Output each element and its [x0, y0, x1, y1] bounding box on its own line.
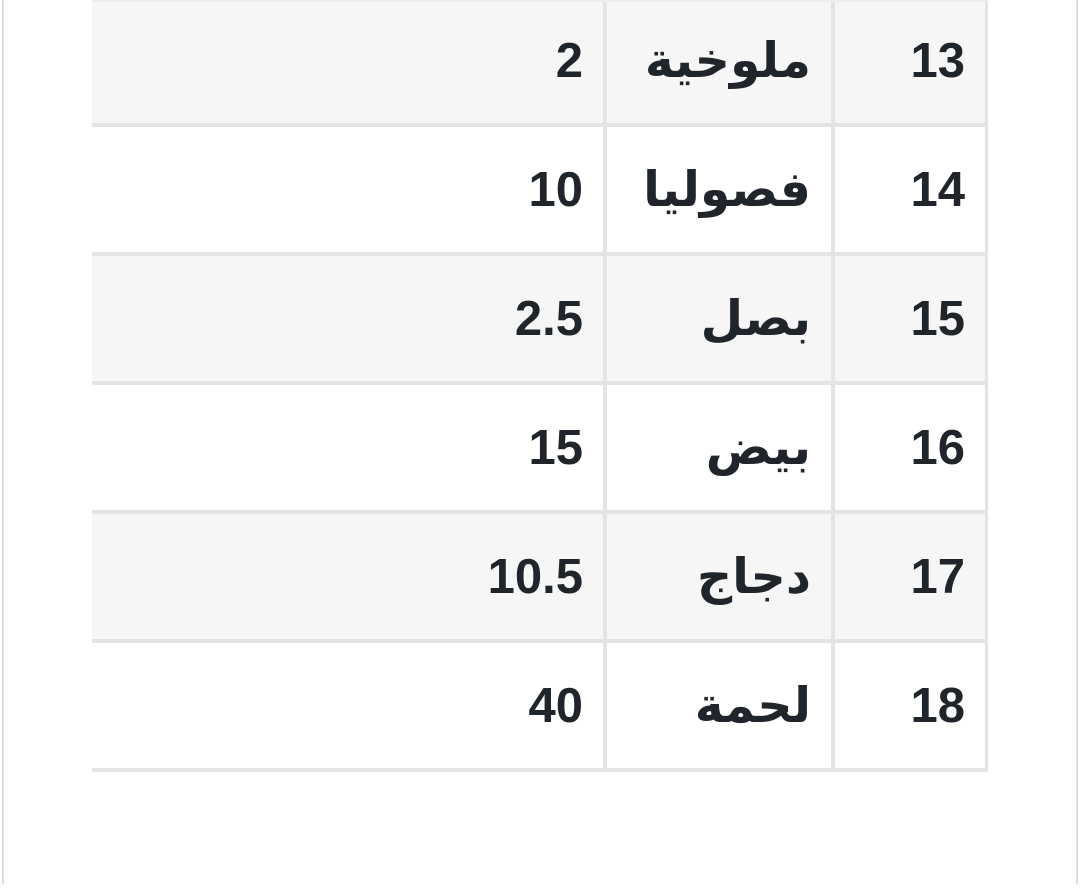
- row-number-cell: 14: [831, 127, 988, 256]
- item-value-cell: 2.5: [92, 256, 603, 385]
- items-price-table: 13 ملوخية 2 14 فصوليا 10 15 بصل 2.5 16 ب…: [92, 0, 988, 772]
- row-number-cell: 16: [831, 385, 988, 514]
- item-value-cell: 10.5: [92, 514, 603, 643]
- item-name-cell: لحمة: [603, 643, 831, 772]
- row-divider-remnant: [92, 0, 988, 2]
- item-value-cell: 2: [92, 0, 603, 127]
- table-row: 17 دجاج 10.5: [92, 514, 988, 643]
- table-row: 15 بصل 2.5: [92, 256, 988, 385]
- item-name-cell: بيض: [603, 385, 831, 514]
- row-number-cell: 17: [831, 514, 988, 643]
- table-row: 14 فصوليا 10: [92, 127, 988, 256]
- table-body: 13 ملوخية 2 14 فصوليا 10 15 بصل 2.5 16 ب…: [92, 0, 988, 772]
- table-row: 18 لحمة 40: [92, 643, 988, 772]
- row-number-cell: 18: [831, 643, 988, 772]
- screen-left-edge: [2, 0, 4, 884]
- item-name-cell: دجاج: [603, 514, 831, 643]
- screen-right-edge: [1076, 0, 1078, 884]
- table-row: 16 بيض 15: [92, 385, 988, 514]
- item-name-cell: بصل: [603, 256, 831, 385]
- row-number-cell: 13: [831, 0, 988, 127]
- item-value-cell: 40: [92, 643, 603, 772]
- table-row: 13 ملوخية 2: [92, 0, 988, 127]
- item-name-cell: ملوخية: [603, 0, 831, 127]
- item-value-cell: 10: [92, 127, 603, 256]
- item-value-cell: 15: [92, 385, 603, 514]
- row-number-cell: 15: [831, 256, 988, 385]
- item-name-cell: فصوليا: [603, 127, 831, 256]
